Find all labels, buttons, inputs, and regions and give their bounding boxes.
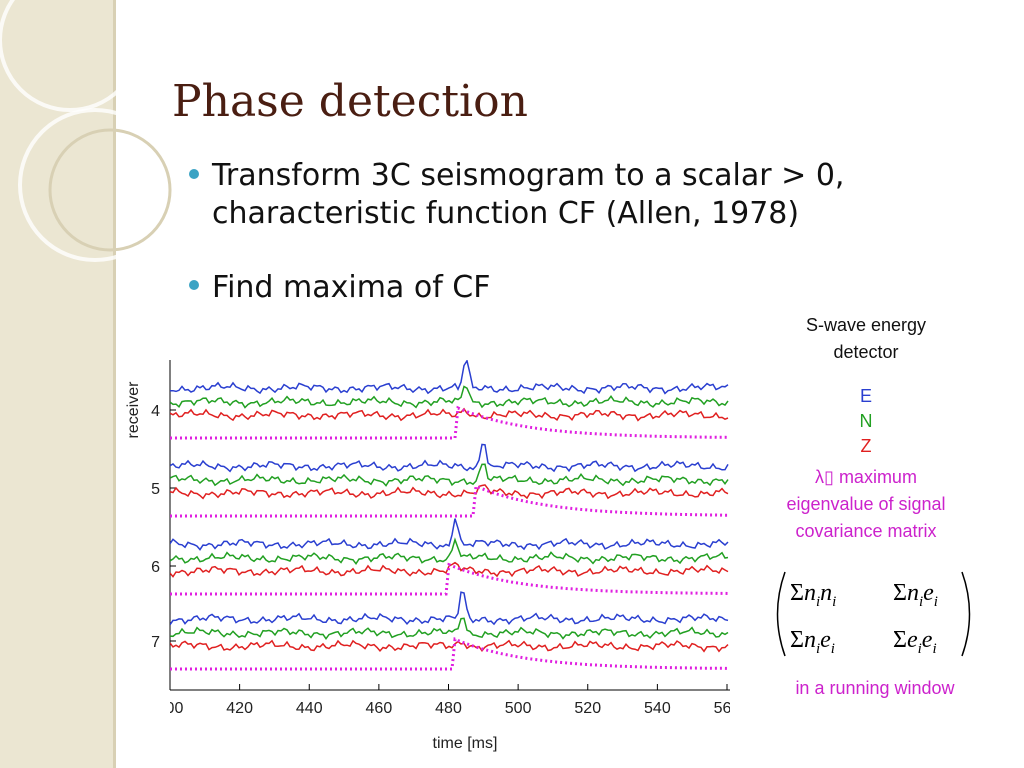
symbol: n	[820, 580, 832, 606]
caption: detector	[833, 342, 898, 362]
window-text: in a running window	[795, 678, 955, 698]
figure: 400 420 440 460 480 500 520 540 560 4 5 6 7 time [ms]…	[125, 360, 741, 752]
sum: Σ	[790, 580, 804, 606]
matrix-cell: Σniei	[893, 580, 938, 610]
trace	[170, 484, 729, 500]
x-label: time [ms]	[433, 735, 498, 752]
trace	[170, 518, 729, 551]
subscript: i	[816, 641, 820, 657]
symbol: e	[907, 627, 918, 653]
symbol: e	[820, 627, 831, 653]
bullet-line: Transform 3C seismogram to a scalar > 0,	[211, 158, 844, 193]
trace	[170, 443, 729, 473]
x-tick-label: 560	[714, 700, 741, 717]
subscript: i	[832, 594, 836, 610]
symbol: n	[804, 580, 816, 606]
y-tick-label: 4	[151, 403, 160, 420]
deco-circle	[48, 128, 172, 252]
component: Z	[861, 436, 872, 456]
symbol: e	[923, 580, 934, 606]
y-tick-label: 5	[151, 481, 160, 498]
component: N	[860, 411, 873, 431]
bullet-dot	[189, 280, 199, 290]
matrix-cell: Σeiei	[893, 627, 937, 657]
x-tick-label: 480	[435, 700, 462, 717]
trace	[170, 617, 729, 640]
y-tick-label: 6	[151, 559, 160, 576]
cf-trace	[170, 405, 729, 440]
y-label: receiver	[125, 381, 142, 439]
caption: S-wave energy	[806, 315, 926, 335]
sum: Σ	[893, 627, 907, 653]
trace	[170, 537, 729, 565]
symbol: n	[804, 627, 816, 653]
matrix-cell: Σniei	[790, 627, 835, 657]
subscript: i	[918, 641, 922, 657]
y-tick-label: 7	[151, 634, 160, 651]
symbol: e	[922, 627, 933, 653]
cf-trace	[170, 562, 729, 596]
x-tick-label: 540	[644, 700, 671, 717]
bullet-dot	[189, 169, 199, 179]
symbol: n	[907, 580, 919, 606]
trace	[170, 385, 729, 409]
x-tick-label: 400	[157, 700, 184, 717]
matrix-cell: Σnini	[790, 580, 836, 610]
trace	[170, 639, 729, 653]
deco-circle	[0, 0, 142, 112]
title: Phase detection	[172, 76, 528, 127]
subscript: i	[919, 594, 923, 610]
bullet-text: Transform 3C seismogram to a scalar > 0,…	[211, 158, 844, 231]
side-band	[0, 0, 115, 768]
sum: Σ	[893, 580, 907, 606]
bracket	[961, 571, 971, 657]
lambda-text: covariance matrix	[795, 521, 936, 541]
x-tick-label: 420	[226, 700, 253, 717]
subscript: i	[816, 594, 820, 610]
band-edge	[113, 0, 116, 768]
sum: Σ	[790, 627, 804, 653]
x-tick-label: 460	[366, 700, 393, 717]
trace	[170, 360, 729, 395]
x-tick-label: 440	[296, 700, 323, 717]
trace	[170, 591, 729, 626]
bullet-line: characteristic function CF (Allen, 1978)	[212, 196, 799, 231]
bracket	[776, 571, 786, 657]
component: E	[860, 386, 872, 406]
bullet-text: Find maxima of CF	[212, 270, 491, 305]
subscript: i	[831, 641, 835, 657]
x-tick-label: 500	[505, 700, 532, 717]
subscript: i	[932, 641, 936, 657]
x-tick-label: 520	[574, 700, 601, 717]
cf-trace	[170, 637, 728, 671]
lambda-text: eigenvalue of signal	[786, 494, 945, 514]
subscript: i	[934, 594, 938, 610]
trace	[170, 463, 729, 487]
lambda-text: λ▯ maximum	[815, 467, 917, 487]
trace	[170, 407, 729, 422]
